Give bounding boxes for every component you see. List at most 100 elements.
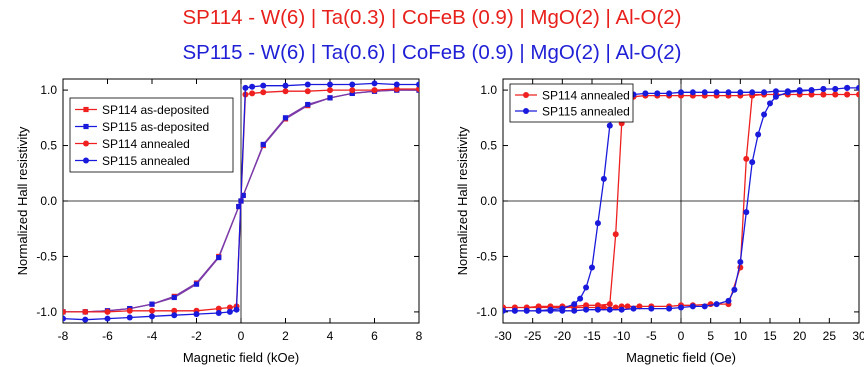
data-point xyxy=(149,301,155,307)
data-point xyxy=(215,305,222,312)
data-point xyxy=(796,87,803,94)
data-point xyxy=(737,259,744,265)
data-point xyxy=(767,100,773,107)
data-point xyxy=(503,307,506,314)
x-tick-label: 8 xyxy=(416,329,423,343)
legend-label: SP114 as-deposited xyxy=(102,103,209,117)
data-point xyxy=(171,312,178,319)
data-point xyxy=(523,307,530,314)
data-point xyxy=(701,89,708,96)
data-point xyxy=(820,91,827,98)
data-point xyxy=(104,308,111,315)
data-point xyxy=(755,131,762,138)
data-point xyxy=(547,306,554,313)
chart-panel-2: -30 -25 -20 -15 -10 -5 0 5 10 15 20 25 30 -1.0 -0.5 0.0… xyxy=(455,78,864,365)
data-point xyxy=(678,89,684,96)
data-point xyxy=(371,87,378,94)
data-point xyxy=(844,84,851,91)
data-point xyxy=(589,264,595,271)
data-point xyxy=(371,80,378,87)
data-point xyxy=(606,122,613,129)
data-point xyxy=(737,89,744,96)
x-tick-label: 5 xyxy=(707,329,714,343)
data-point xyxy=(624,303,631,310)
data-point xyxy=(63,308,66,315)
data-point xyxy=(600,175,607,182)
y-tick-label: -1.0 xyxy=(476,305,497,319)
legend-marker xyxy=(83,106,89,113)
data-point xyxy=(260,89,267,96)
x-tick-label: -6 xyxy=(102,329,113,343)
data-point xyxy=(713,301,720,308)
data-point xyxy=(236,203,242,210)
y-tick-label: 1.0 xyxy=(480,83,497,97)
data-point xyxy=(761,89,768,96)
data-point xyxy=(416,81,419,88)
x-tick-label: 0 xyxy=(678,329,685,343)
x-tick-label: 10 xyxy=(734,329,748,343)
data-point xyxy=(171,307,178,314)
data-point xyxy=(701,303,708,310)
legend-box xyxy=(69,97,234,173)
legend-marker xyxy=(83,123,89,130)
x-tick-label: -2 xyxy=(191,329,202,343)
legend-marker xyxy=(83,140,89,147)
x-tick-label: 6 xyxy=(371,329,378,343)
data-point xyxy=(240,192,246,199)
data-point xyxy=(305,101,311,108)
legend-label: SP115 as-deposited xyxy=(102,120,209,134)
data-point xyxy=(612,304,619,311)
data-point xyxy=(511,307,518,314)
data-point xyxy=(832,91,839,98)
data-point xyxy=(689,303,696,310)
data-point xyxy=(282,82,289,89)
data-point xyxy=(82,316,89,323)
chart-panel-1: -8 -6 -4 -2 0 2 4 6 8 -1.0 -0.5 0.0 0.5 1.0 Magnetic f… xyxy=(15,78,423,365)
data-point xyxy=(571,307,578,314)
data-point xyxy=(832,85,839,92)
series-4 xyxy=(63,80,419,323)
data-point xyxy=(583,302,590,309)
x-tick-label: 15 xyxy=(763,329,777,343)
x-tick-label: -25 xyxy=(524,329,542,343)
data-point xyxy=(743,155,750,162)
title-line-sp115: SP115 - W(6) | Ta(0.6) | CoFeB (0.9) | M… xyxy=(182,41,682,64)
data-point xyxy=(725,89,732,96)
data-point xyxy=(226,304,233,311)
data-point xyxy=(260,141,266,148)
x-tick-label: -15 xyxy=(583,329,601,343)
data-point xyxy=(126,307,133,314)
data-point xyxy=(820,85,827,92)
data-point xyxy=(808,87,815,94)
data-point xyxy=(784,88,791,95)
data-point xyxy=(226,308,233,315)
data-point xyxy=(171,294,177,301)
data-point xyxy=(772,88,779,95)
data-point xyxy=(618,306,625,313)
legend-label: SP115 annealed xyxy=(542,105,630,119)
data-point xyxy=(82,308,89,315)
data-point xyxy=(126,314,133,321)
data-point xyxy=(260,82,267,89)
x-tick-label: -4 xyxy=(147,329,158,343)
data-point xyxy=(856,91,859,98)
data-point xyxy=(249,90,256,97)
data-point xyxy=(678,304,684,311)
data-point xyxy=(594,306,601,313)
legend-marker xyxy=(83,157,89,164)
y-tick-label: 0.5 xyxy=(480,139,497,153)
data-point xyxy=(63,315,66,322)
data-point xyxy=(856,84,859,91)
x-tick-label: 2 xyxy=(282,329,289,343)
data-point xyxy=(749,159,756,166)
data-point xyxy=(772,93,779,100)
y-tick-label: -0.5 xyxy=(36,249,57,263)
legend: SP114 annealed SP115 annealed xyxy=(509,83,634,123)
data-point xyxy=(583,306,590,313)
data-point xyxy=(349,81,356,88)
data-point xyxy=(749,89,756,96)
data-point xyxy=(349,90,355,97)
data-point xyxy=(571,301,578,308)
data-point xyxy=(304,81,311,88)
data-point xyxy=(666,90,673,97)
